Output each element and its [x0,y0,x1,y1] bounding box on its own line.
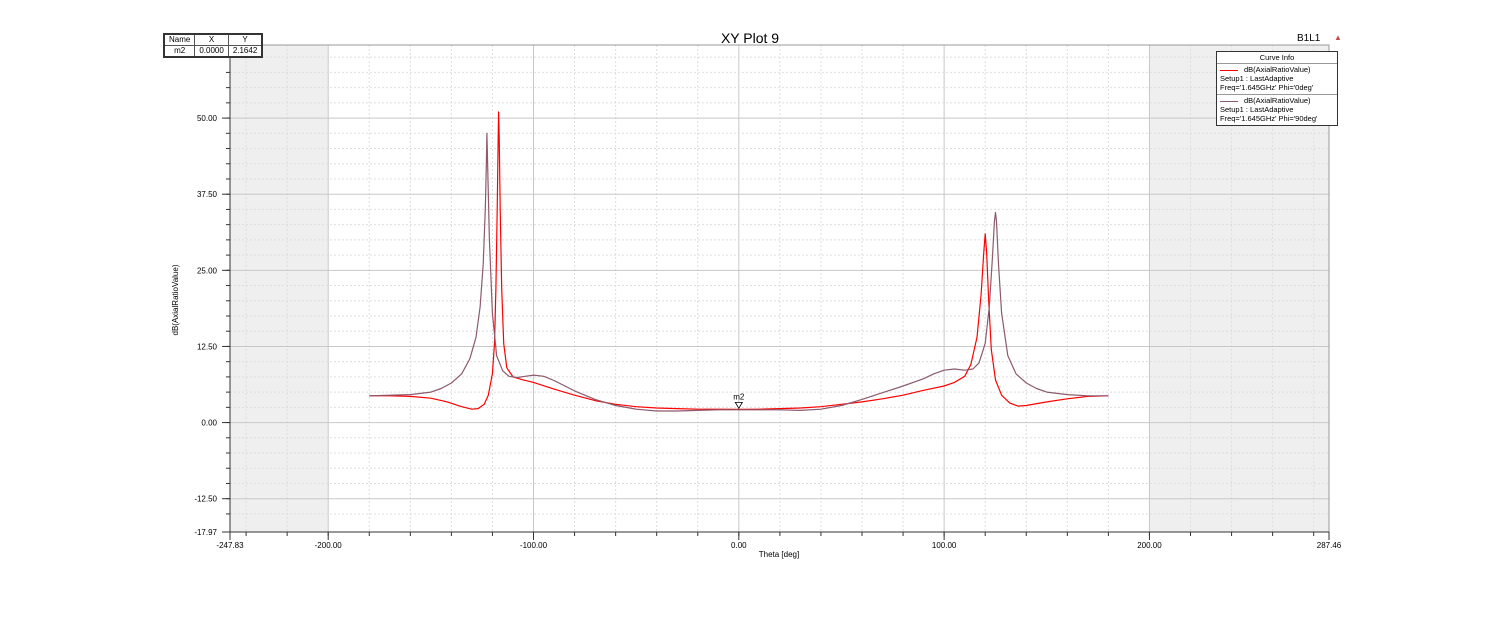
y-tick-label: 0.00 [201,419,217,428]
x-tick-label: 200.00 [1137,541,1162,550]
x-tick-label: -200.00 [315,541,343,550]
plot-title: XY Plot 9 [720,30,780,46]
legend-entry-line2: Setup1 : LastAdaptive [1220,74,1294,83]
marker-table: Name X Y m2 0.0000 2.1642 [163,33,264,58]
x-tick-label: -247.83 [216,541,244,550]
legend-entry-line2: Setup1 : LastAdaptive [1220,105,1294,114]
plot-grid [230,45,1329,532]
y-tick-label: -17.97 [194,528,217,537]
legend-line-swatch [1220,100,1238,102]
curve-info-legend[interactable]: Curve Info dB(AxialRatioValue) Setup1 : … [1216,51,1338,126]
y-axis-label: dB(AxialRatioValue) [171,264,180,335]
legend-entry-line1: dB(AxialRatioValue) [1244,65,1311,74]
y-tick-label: -12.50 [194,495,217,504]
marker-table-cell-x: 0.0000 [194,45,229,58]
marker-table-cell-y: 2.1642 [227,45,263,58]
legend-entry-line1: dB(AxialRatioValue) [1244,96,1311,105]
series-line-phi-90 [369,132,1109,412]
plot-markers: m2 [733,392,745,410]
plot-series [369,111,1109,412]
x-tick-label: 100.00 [932,541,957,550]
marker-table-cell-name: m2 [163,45,196,58]
x-axis-label: Theta [deg] [759,550,799,559]
y-tick-label: 25.00 [197,266,218,275]
legend-entry-line3: Freq='1.645GHz' Phi='90deg' [1220,114,1318,123]
x-tick-label: 0.00 [731,541,747,550]
legend-title: Curve Info [1217,52,1337,64]
plot-id-label: B1L1 [1297,33,1321,44]
x-tick-label: 287.46 [1317,541,1342,550]
x-tick-label: -100.00 [520,541,548,550]
plot-id-triangle-icon[interactable]: ▲ [1334,33,1342,42]
y-tick-label: 50.00 [197,114,218,123]
legend-entry-phi-0[interactable]: dB(AxialRatioValue) Setup1 : LastAdaptiv… [1217,64,1337,95]
plot-axes: -17.97 -12.50 0.00 12.50 25.00 37.50 50.00 -247… [194,45,1342,550]
legend-entry-line3: Freq='1.645GHz' Phi='0deg' [1220,83,1314,92]
y-tick-label: 37.50 [197,190,218,199]
marker-m2-triangle[interactable] [734,401,744,410]
marker-table-header-y: Y [227,33,263,46]
marker-m2-label: m2 [733,392,745,401]
y-tick-label: 12.50 [197,342,218,351]
legend-line-swatch [1220,69,1238,71]
marker-table-header-x: X [194,33,229,46]
series-line-phi-0 [369,111,1109,410]
legend-entry-phi-90[interactable]: dB(AxialRatioValue) Setup1 : LastAdaptiv… [1217,95,1337,125]
